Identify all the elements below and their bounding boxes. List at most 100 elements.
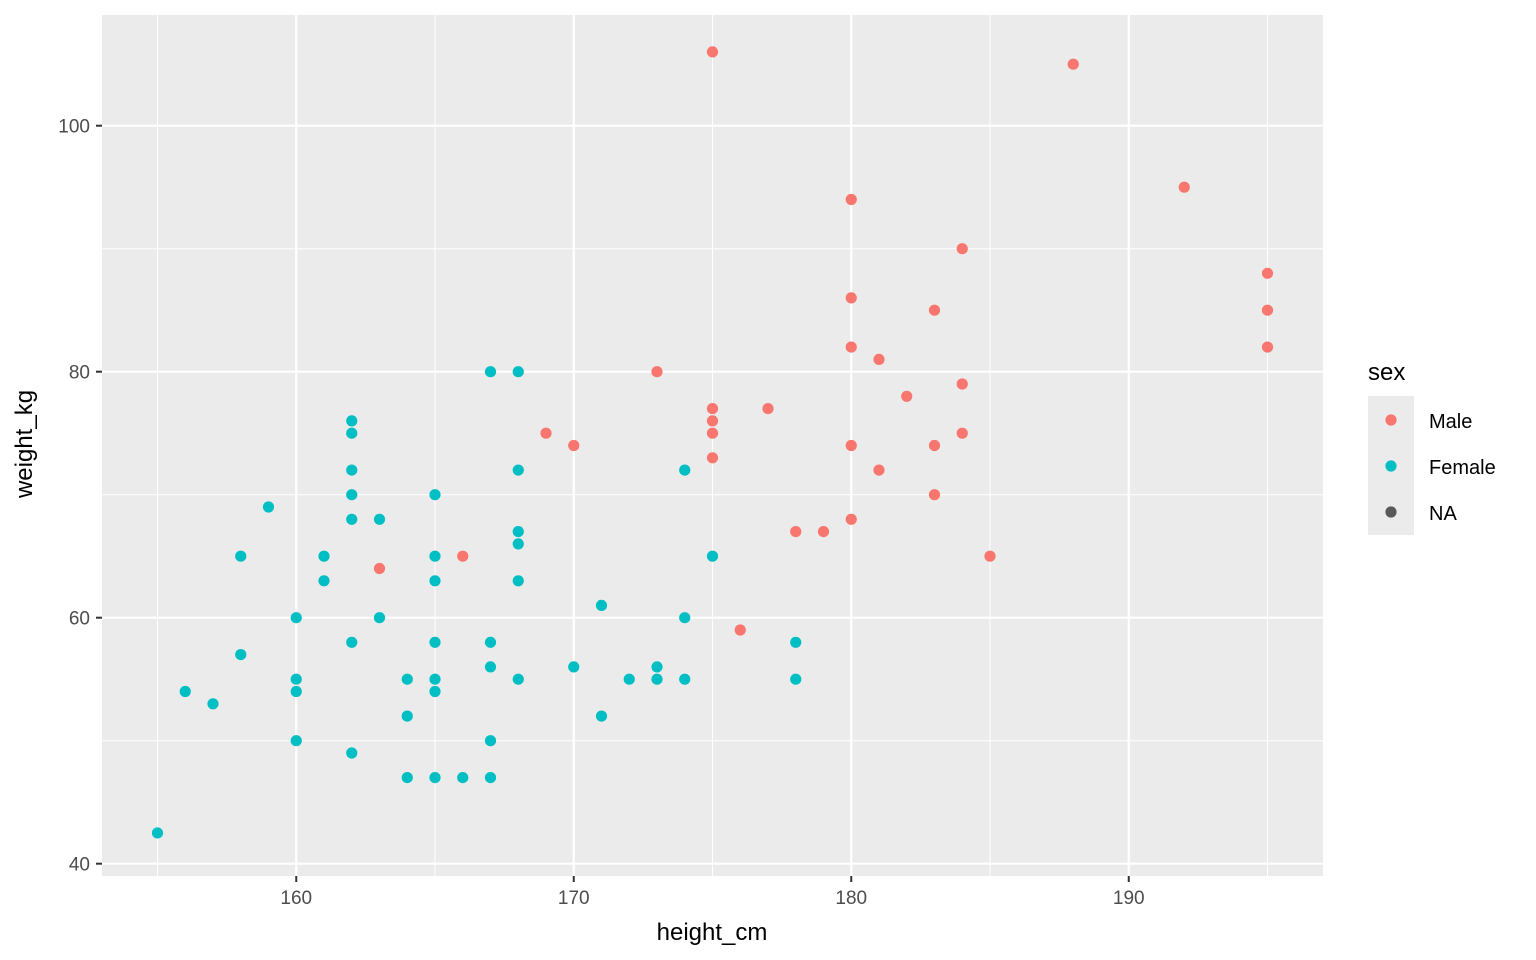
- data-point-female: [679, 612, 691, 624]
- data-point-female: [179, 685, 191, 698]
- data-point-male: [706, 415, 719, 427]
- data-point-male: [540, 427, 552, 439]
- data-point-male: [956, 427, 968, 439]
- data-point-male: [873, 464, 885, 476]
- data-point-female: [651, 673, 663, 685]
- data-point-female: [346, 427, 358, 439]
- data-point-male: [956, 243, 968, 255]
- data-point-female: [346, 489, 358, 501]
- data-point-male: [928, 304, 941, 316]
- data-point-male: [734, 624, 746, 636]
- data-point-female: [429, 673, 441, 685]
- data-point-male: [845, 513, 857, 525]
- data-point-male: [706, 427, 719, 439]
- data-point-female: [429, 636, 441, 648]
- data-point-female: [595, 599, 608, 612]
- data-point-female: [429, 685, 441, 698]
- y-tick-label: 80: [69, 363, 90, 384]
- data-point-male: [901, 390, 913, 402]
- x-axis-title: height_cm: [657, 919, 768, 946]
- data-point-female: [790, 636, 802, 648]
- data-point-female: [512, 366, 524, 378]
- data-points: [151, 46, 1274, 839]
- data-point-female: [512, 575, 524, 587]
- data-point-male: [873, 353, 885, 365]
- data-point-male: [845, 292, 857, 304]
- data-point-male: [651, 366, 663, 378]
- data-point-female: [346, 513, 358, 525]
- data-point-female: [679, 464, 691, 476]
- data-point-female: [679, 673, 691, 685]
- data-point-male: [457, 550, 469, 562]
- y-tick-label: 40: [69, 855, 90, 876]
- data-point-male: [1067, 58, 1079, 70]
- data-point-male: [845, 341, 857, 353]
- x-tick-label: 170: [558, 888, 590, 909]
- data-point-female: [235, 649, 247, 661]
- data-point-female: [457, 772, 469, 784]
- data-point-female: [429, 575, 441, 587]
- data-point-female: [346, 415, 358, 427]
- data-point-male: [762, 403, 774, 415]
- x-tick-label: 160: [280, 888, 312, 909]
- data-point-female: [484, 366, 497, 378]
- data-point-female: [484, 735, 497, 747]
- data-point-female: [290, 612, 302, 624]
- data-point-female: [401, 772, 413, 784]
- data-point-female: [484, 661, 497, 673]
- data-point-male: [845, 439, 857, 452]
- data-point-female: [346, 747, 358, 759]
- data-point-female: [512, 464, 524, 476]
- data-point-female: [429, 772, 441, 784]
- legend-key-na: [1385, 506, 1397, 518]
- data-point-female: [651, 661, 663, 673]
- data-point-female: [484, 772, 497, 784]
- data-point-female: [290, 673, 302, 685]
- data-point-male: [790, 526, 802, 538]
- legend-title: sex: [1368, 359, 1405, 386]
- data-point-female: [401, 673, 413, 685]
- x-tick-label: 190: [1113, 888, 1145, 909]
- data-point-female: [568, 661, 580, 673]
- data-point-male: [845, 193, 857, 206]
- y-tick-label: 60: [69, 609, 90, 630]
- data-point-male: [1261, 267, 1274, 279]
- data-point-male: [706, 403, 719, 415]
- data-point-female: [346, 636, 358, 648]
- data-point-male: [1261, 304, 1274, 316]
- data-point-male: [706, 452, 719, 464]
- data-point-male: [373, 562, 386, 575]
- data-point-female: [623, 673, 635, 685]
- data-point-male: [1261, 341, 1274, 353]
- data-point-male: [817, 526, 830, 538]
- data-point-female: [429, 489, 441, 501]
- legend-label-na: NA: [1429, 503, 1457, 525]
- legend-label-female: Female: [1429, 457, 1496, 479]
- data-point-female: [235, 550, 247, 562]
- data-point-female: [290, 735, 302, 747]
- data-point-male: [956, 378, 968, 390]
- data-point-male: [984, 550, 996, 562]
- data-point-male: [568, 439, 580, 452]
- data-point-female: [401, 710, 413, 722]
- data-point-male: [706, 46, 719, 58]
- data-point-female: [429, 550, 441, 562]
- data-point-female: [512, 526, 524, 538]
- data-point-female: [484, 636, 497, 648]
- legend: sex Male Female NA: [1368, 359, 1496, 535]
- data-point-female: [318, 550, 330, 562]
- data-point-female: [373, 513, 386, 525]
- data-point-male: [928, 489, 941, 501]
- data-point-female: [512, 538, 524, 550]
- data-point-female: [290, 685, 302, 698]
- data-point-female: [790, 673, 802, 685]
- data-point-female: [512, 673, 524, 685]
- legend-key-female: [1385, 460, 1397, 472]
- data-point-female: [346, 464, 358, 476]
- data-point-male: [928, 439, 941, 452]
- data-point-female: [262, 501, 275, 513]
- data-point-female: [318, 575, 330, 587]
- axes: 160 170 180 190 40 60 80 100: [58, 117, 1144, 909]
- data-point-female: [706, 550, 719, 562]
